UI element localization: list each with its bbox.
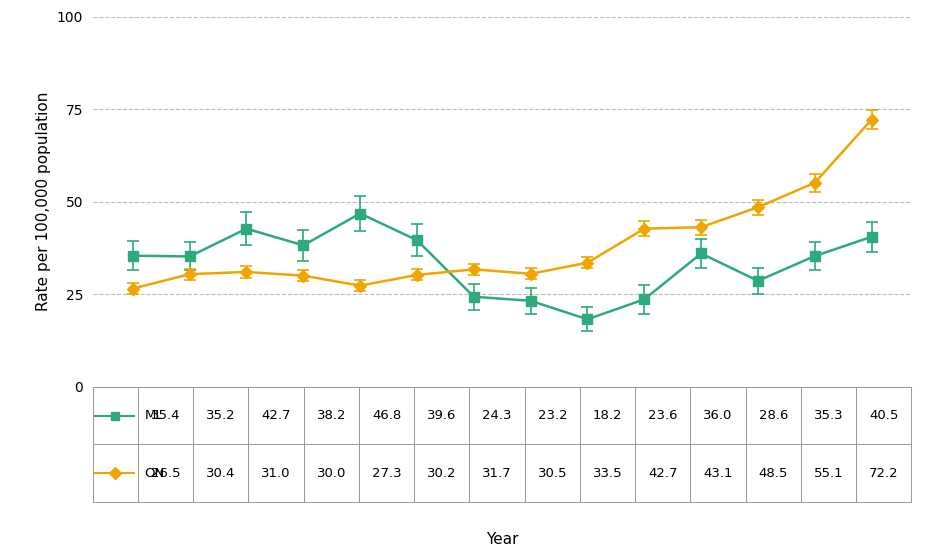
Bar — [857, 444, 911, 502]
Text: 35.4: 35.4 — [151, 409, 180, 422]
Text: 36.0: 36.0 — [703, 409, 733, 422]
Text: 28.6: 28.6 — [759, 409, 788, 422]
Bar — [635, 444, 690, 502]
Bar — [690, 444, 746, 502]
Text: 46.8: 46.8 — [372, 409, 401, 422]
Bar — [580, 387, 635, 444]
Bar — [93, 387, 138, 444]
Text: 43.1: 43.1 — [703, 467, 733, 480]
Text: 42.7: 42.7 — [648, 467, 678, 480]
Bar — [525, 444, 580, 502]
Bar — [304, 444, 359, 502]
Bar — [857, 387, 911, 444]
Bar — [414, 444, 470, 502]
Text: 42.7: 42.7 — [261, 409, 291, 422]
Text: 39.6: 39.6 — [427, 409, 457, 422]
Text: 31.0: 31.0 — [261, 467, 291, 480]
Bar — [248, 444, 304, 502]
Text: 30.2: 30.2 — [427, 467, 457, 480]
Bar — [801, 387, 857, 444]
Bar — [414, 387, 470, 444]
Text: 40.5: 40.5 — [870, 409, 898, 422]
Bar — [138, 444, 193, 502]
Bar — [193, 444, 248, 502]
Bar — [138, 387, 193, 444]
Bar — [746, 444, 801, 502]
Text: 48.5: 48.5 — [759, 467, 788, 480]
Text: 33.5: 33.5 — [592, 467, 622, 480]
Text: ON: ON — [144, 467, 165, 480]
Bar — [690, 387, 746, 444]
Text: 55.1: 55.1 — [814, 467, 844, 480]
Bar — [248, 387, 304, 444]
Text: 35.2: 35.2 — [206, 409, 235, 422]
Bar — [580, 444, 635, 502]
Bar — [525, 387, 580, 444]
Bar — [193, 387, 248, 444]
Bar — [359, 444, 414, 502]
Text: 72.2: 72.2 — [869, 467, 898, 480]
Text: 35.3: 35.3 — [814, 409, 844, 422]
Bar — [635, 387, 690, 444]
Bar — [801, 444, 857, 502]
Text: 18.2: 18.2 — [592, 409, 622, 422]
Y-axis label: Rate per 100,000 population: Rate per 100,000 population — [36, 92, 51, 311]
Text: 31.7: 31.7 — [483, 467, 512, 480]
Bar — [746, 387, 801, 444]
Text: 27.3: 27.3 — [372, 467, 402, 480]
Text: 23.6: 23.6 — [648, 409, 678, 422]
Bar — [359, 387, 414, 444]
Bar — [470, 387, 525, 444]
Text: 30.4: 30.4 — [206, 467, 235, 480]
Bar — [304, 387, 359, 444]
Bar — [470, 444, 525, 502]
Bar — [93, 444, 138, 502]
Text: 26.5: 26.5 — [151, 467, 180, 480]
Text: 23.2: 23.2 — [538, 409, 567, 422]
Text: 24.3: 24.3 — [483, 409, 512, 422]
Text: 30.5: 30.5 — [538, 467, 567, 480]
Text: 30.0: 30.0 — [317, 467, 346, 480]
Text: ML: ML — [144, 409, 163, 422]
Text: 38.2: 38.2 — [316, 409, 346, 422]
Text: Year: Year — [486, 532, 518, 547]
